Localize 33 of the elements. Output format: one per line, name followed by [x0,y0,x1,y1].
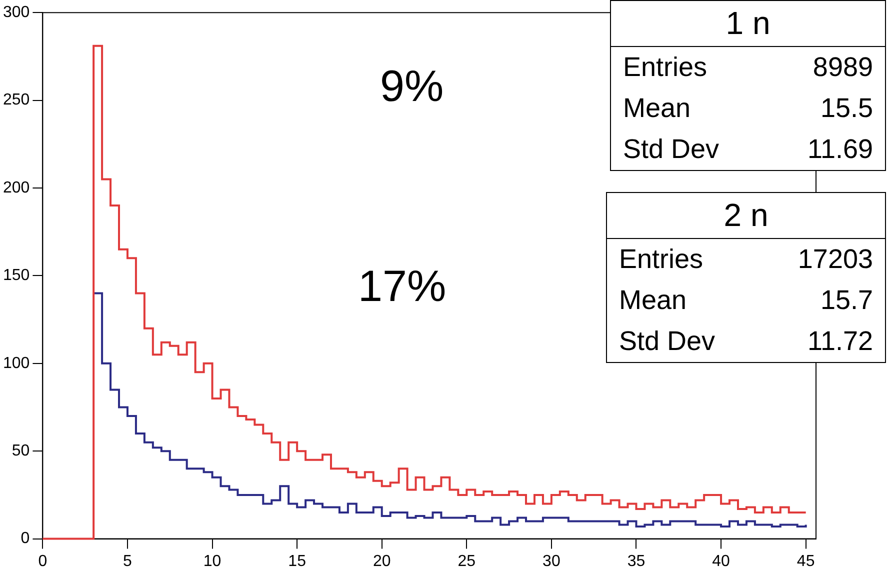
x-tick-label: 0 [38,552,48,570]
y-tick-label: 50 [12,442,30,460]
x-tick-label: 30 [542,552,560,570]
y-tick-label: 100 [2,354,30,372]
text: 15.5 [820,93,873,124]
text: 15.7 [820,285,873,316]
annotation: 11.69 [807,134,873,165]
y-tick-label: 300 [2,4,30,22]
y-tick-label: 200 [2,179,30,196]
y-tick-label: 150 [2,267,30,284]
annotation: 17% [358,262,446,312]
x-tick-label: 40 [712,552,730,570]
annotation: Mean [619,285,687,316]
y-tick-label: 0 [20,530,30,548]
x-tick-label: 20 [372,552,391,570]
x-tick-label: 35 [627,552,646,570]
annotation: Mean [623,93,691,124]
annotation: 1 n [611,1,885,47]
x-tick-label: 15 [288,552,306,570]
x-tick-label: 25 [458,552,476,570]
annotation: 11.72 [807,326,873,357]
annotation: 2 n [607,193,885,239]
annotation: 8989 [812,52,873,83]
annotation: Entries [623,52,708,83]
x-tick-label: 5 [123,552,132,570]
annotation: Std Dev [623,134,720,165]
annotation: 9% [380,62,444,112]
x-tick-label: 45 [796,552,815,570]
annotation: Std Dev [619,326,716,357]
annotation: 17203 [798,244,873,275]
annotation: Entries [619,244,704,275]
x-tick-label: 10 [203,552,222,570]
y-tick-label: 250 [2,92,30,109]
